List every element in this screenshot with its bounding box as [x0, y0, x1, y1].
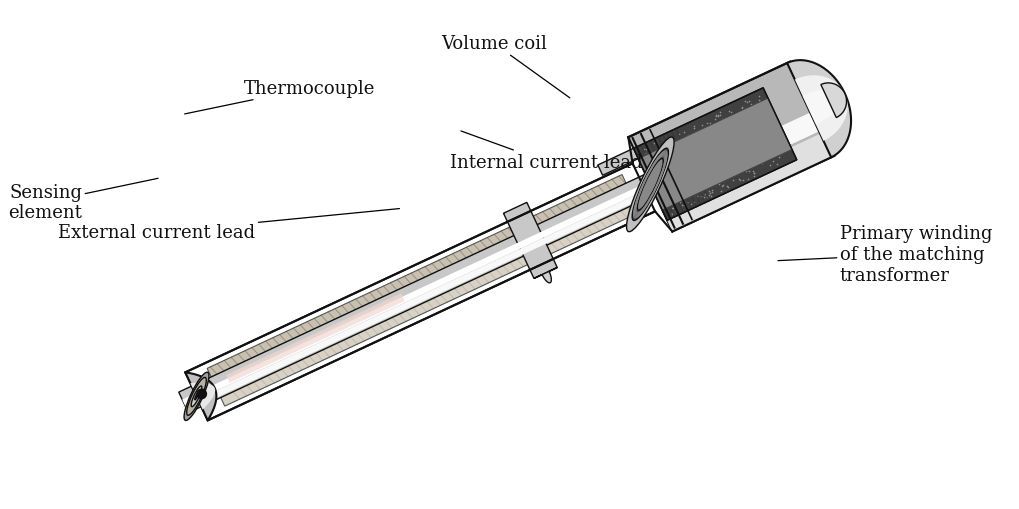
Ellipse shape	[186, 378, 206, 415]
Ellipse shape	[632, 149, 667, 221]
Ellipse shape	[637, 159, 662, 211]
Ellipse shape	[183, 373, 209, 420]
Text: Primary winding
of the matching
transformer: Primary winding of the matching transfor…	[777, 225, 991, 284]
Polygon shape	[184, 188, 654, 411]
Text: External current lead: External current lead	[58, 209, 399, 242]
Ellipse shape	[626, 138, 674, 232]
Polygon shape	[200, 195, 647, 404]
Polygon shape	[207, 175, 639, 406]
Polygon shape	[203, 201, 649, 410]
Polygon shape	[185, 373, 216, 420]
Polygon shape	[178, 175, 654, 413]
Circle shape	[197, 389, 206, 399]
Polygon shape	[633, 89, 796, 221]
Polygon shape	[597, 149, 638, 176]
Text: Internal current lead: Internal current lead	[449, 132, 642, 172]
Ellipse shape	[191, 386, 202, 407]
Polygon shape	[638, 99, 791, 211]
Polygon shape	[794, 76, 847, 142]
Ellipse shape	[195, 393, 198, 400]
Polygon shape	[503, 203, 556, 279]
Polygon shape	[660, 133, 834, 232]
Polygon shape	[182, 182, 651, 406]
Polygon shape	[533, 268, 556, 284]
Text: Sensing
element: Sensing element	[8, 179, 158, 222]
Text: Thermocouple: Thermocouple	[184, 80, 375, 115]
Polygon shape	[191, 383, 215, 410]
Polygon shape	[628, 62, 834, 232]
Polygon shape	[820, 84, 846, 118]
Text: Volume coil: Volume coil	[441, 35, 570, 99]
Polygon shape	[787, 61, 850, 158]
Polygon shape	[206, 208, 653, 417]
Polygon shape	[651, 112, 821, 206]
Polygon shape	[802, 89, 845, 125]
Polygon shape	[226, 294, 405, 383]
Polygon shape	[208, 212, 654, 420]
Polygon shape	[220, 204, 639, 406]
